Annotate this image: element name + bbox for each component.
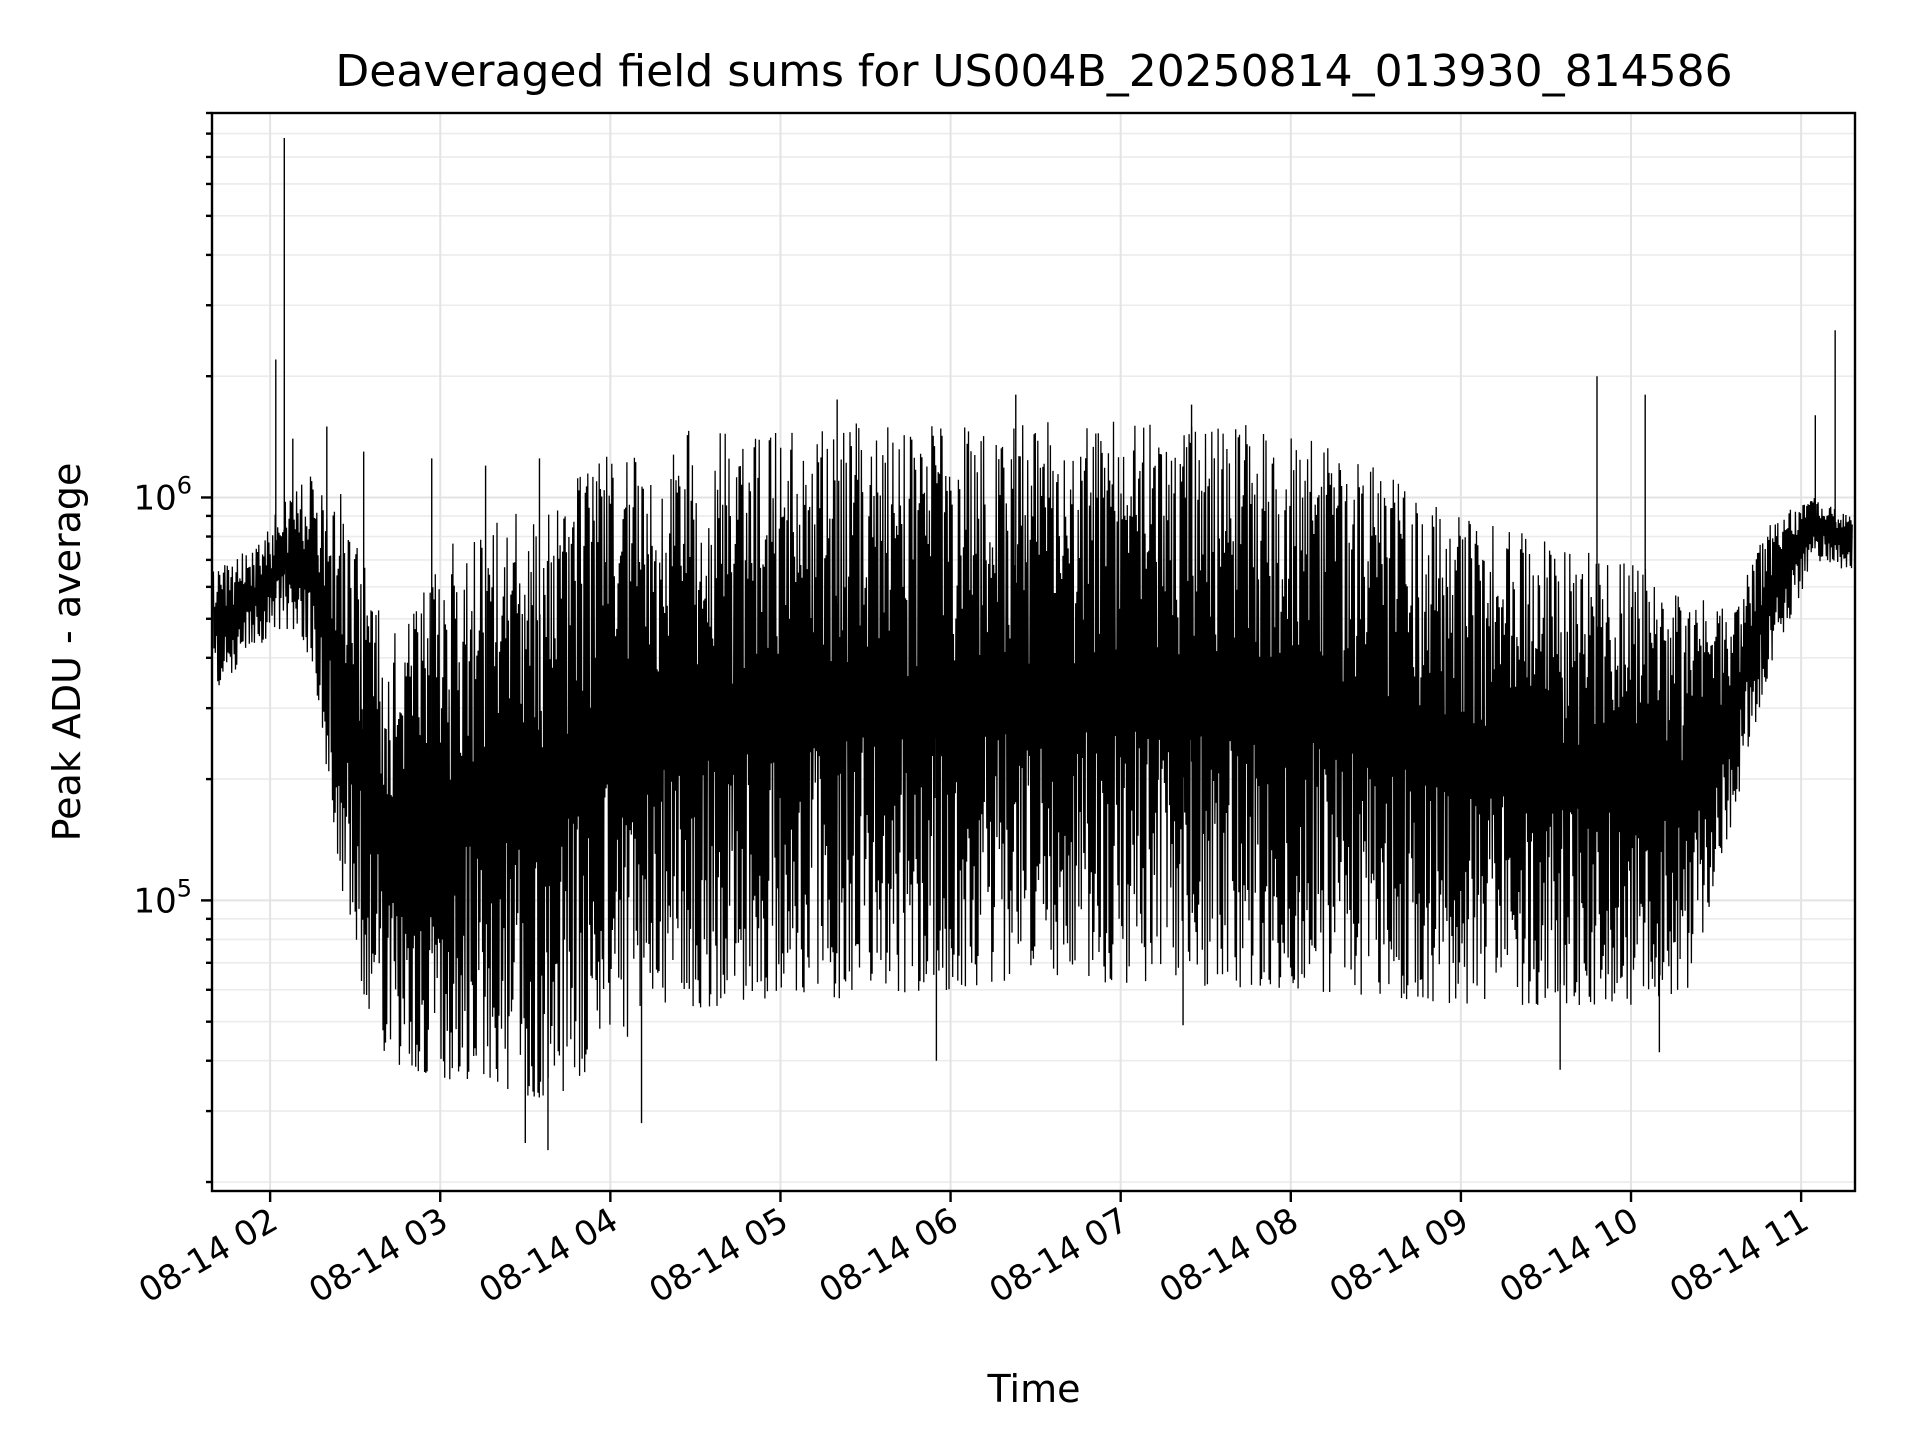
y-tick-label: 105: [133, 874, 192, 921]
plot-frame: [210, 111, 1857, 1193]
y-tick-label: 106: [133, 471, 192, 518]
y-axis-label: Peak ADU - average: [45, 463, 89, 842]
series-group: [212, 138, 1853, 1151]
series-line: [212, 421, 1853, 1098]
y-axis: 105 106: [133, 111, 212, 1184]
chart-title: Deaveraged field sums for US004B_2025081…: [335, 46, 1732, 97]
x-axis-label: Time: [987, 1367, 1081, 1411]
